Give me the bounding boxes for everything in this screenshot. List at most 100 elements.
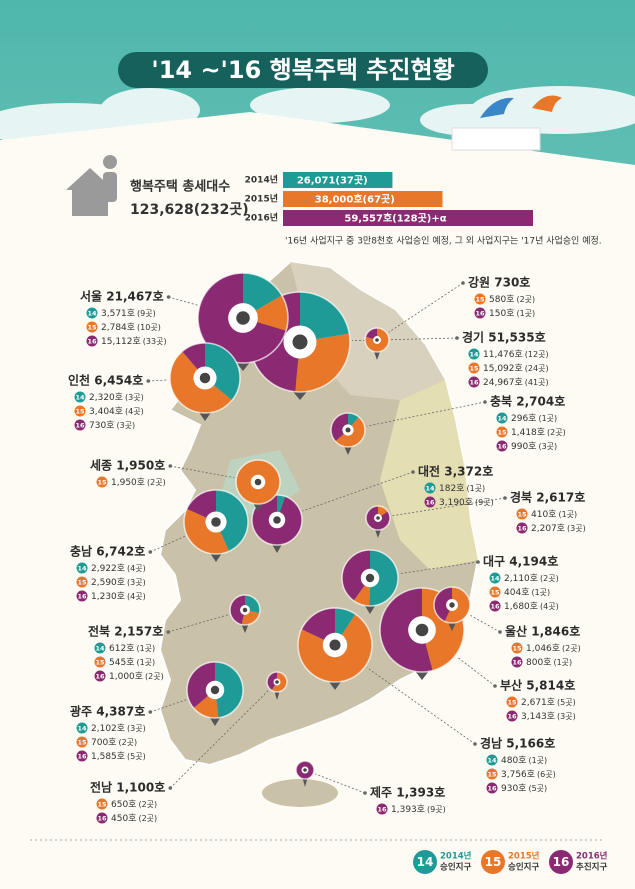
region-item: 2,671호 (5곳)	[521, 697, 576, 708]
leader-dot	[461, 281, 465, 285]
leader-line	[148, 379, 169, 382]
year-badge	[94, 670, 106, 682]
region-title: 강원 730호	[468, 276, 530, 290]
item-sites: (2곳)	[147, 478, 166, 487]
item-sites: (2곳)	[118, 738, 137, 747]
region-pie	[330, 412, 366, 455]
leader-dot	[166, 295, 171, 299]
region-item: 2,207호 (3곳)	[531, 523, 586, 534]
leader-dot	[493, 684, 497, 688]
title-banner	[118, 52, 488, 88]
year-badge-number: 15	[75, 408, 85, 416]
pie-slice	[342, 550, 370, 601]
region-pie	[364, 327, 390, 360]
item-sites: (5곳)	[557, 698, 576, 707]
year-badge	[486, 768, 498, 780]
year-badge	[516, 522, 528, 534]
region-title: 충북 2,704호	[490, 394, 565, 409]
pie-center	[345, 427, 351, 433]
item-sites: (1곳)	[531, 588, 550, 597]
region-pie	[235, 459, 281, 512]
year-badge	[376, 803, 388, 815]
region-pie	[169, 342, 241, 421]
year-badge-number: 15	[475, 296, 485, 304]
year-badge-number: 14	[497, 415, 507, 423]
item-sites: (3곳)	[557, 712, 576, 721]
region-item: 1,680호 (4곳)	[504, 601, 559, 612]
item-sites: (5곳)	[528, 784, 547, 793]
leader-line	[315, 773, 366, 794]
region-pie	[297, 607, 373, 690]
leader-line	[169, 690, 269, 789]
year-badge-number: 16	[517, 525, 527, 533]
pie-rim	[197, 272, 289, 364]
region-item: 480호 (1곳)	[501, 755, 547, 766]
bar	[283, 210, 533, 226]
region-item: 1,000호 (2곳)	[109, 671, 164, 682]
item-sites: (1곳)	[516, 309, 535, 318]
pie-center	[273, 516, 281, 524]
year-badge	[76, 750, 88, 762]
year-badge-number: 15	[97, 479, 107, 487]
item-count: 2,590호	[91, 577, 125, 588]
item-count: 580호	[489, 294, 514, 305]
leader-line	[168, 296, 198, 306]
region-pie	[433, 586, 471, 631]
item-sites: (3곳)	[125, 393, 144, 402]
region-item: 24,967호 (41곳)	[483, 377, 549, 388]
pie-center	[415, 623, 429, 637]
region-item: 650호 (2곳)	[111, 799, 157, 810]
pie-rim	[433, 586, 471, 624]
region-item: 545호 (1곳)	[109, 657, 155, 668]
region-title: 충남 6,742호	[70, 544, 145, 559]
region-item: 15,112호 (33곳)	[101, 336, 167, 347]
year-badge-number: 15	[97, 801, 107, 809]
pie-center	[292, 334, 308, 350]
pie-center	[236, 311, 250, 325]
item-count: 700호	[91, 737, 116, 748]
pie-rim	[186, 661, 244, 719]
year-badge-number: 15	[487, 771, 497, 779]
map-jeju	[262, 779, 338, 807]
item-count: 404호	[504, 587, 529, 598]
item-sites: (3곳)	[127, 578, 146, 587]
leader-dot	[168, 464, 173, 468]
legend-text: 승인지구	[440, 862, 471, 873]
item-count: 24,967호	[483, 377, 523, 388]
pies	[169, 272, 471, 787]
item-count: 2,110호	[504, 573, 538, 584]
year-badge-number: 16	[490, 603, 500, 611]
leader-dot	[146, 379, 151, 383]
year-badge	[468, 376, 480, 388]
year-badge-number: 15	[469, 365, 479, 373]
year-badge-number: 16	[512, 659, 522, 667]
item-sites: (1곳)	[538, 414, 557, 423]
region-item: 1,585호 (5곳)	[91, 751, 146, 762]
year-badge-number: 16	[553, 855, 570, 869]
year-badge	[489, 572, 501, 584]
item-sites: (12곳)	[525, 350, 549, 359]
leader-lines	[146, 281, 507, 795]
year-badge-number: 14	[77, 565, 87, 573]
pie-center	[303, 768, 307, 772]
region-pie	[197, 272, 289, 371]
year-badge-number: 14	[417, 855, 434, 869]
pie-slice	[187, 662, 215, 709]
year-badge-number: 15	[95, 659, 105, 667]
leader-line	[456, 656, 496, 687]
pie-center	[375, 338, 379, 342]
bar-year: 2016년	[245, 212, 278, 224]
item-sites: (1곳)	[528, 756, 547, 765]
item-count: 612호	[109, 643, 134, 654]
region-item: 2,922호 (4곳)	[91, 563, 146, 574]
pie-center	[242, 607, 248, 613]
item-sites: (3곳)	[116, 421, 135, 430]
region-title: 세종 1,950호	[90, 458, 165, 473]
year-badge-number: 14	[95, 645, 105, 653]
year-badge-number: 15	[517, 511, 527, 519]
year-badge-number: 15	[507, 699, 517, 707]
pie-slice	[184, 508, 230, 554]
year-badge-number: 16	[87, 338, 97, 346]
region-item: 2,110호 (2곳)	[504, 573, 559, 584]
year-badge-number: 15	[77, 739, 87, 747]
